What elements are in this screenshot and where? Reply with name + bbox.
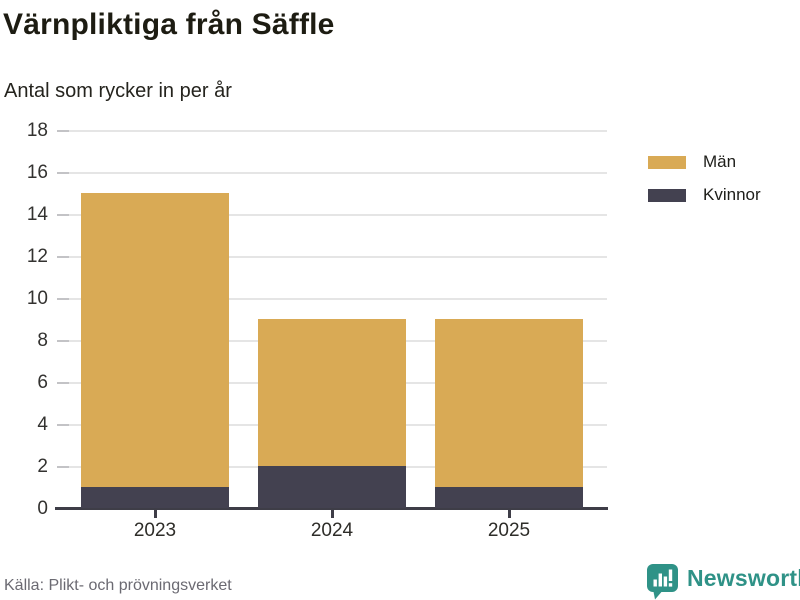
y-tick-18 <box>57 130 69 132</box>
newsworthy-wordmark: Newsworthy <box>687 565 800 591</box>
x-axis-line <box>55 507 608 510</box>
legend: Män Kvinnor <box>648 152 761 218</box>
y-axis-label-16: 16 <box>26 162 48 183</box>
x-axis-label-2023: 2023 <box>133 520 177 541</box>
gridline-y12 <box>57 256 607 258</box>
legend-swatch-kvinnor <box>648 188 686 202</box>
legend-item-kvinnor: Kvinnor <box>648 185 761 205</box>
newsworthy-logo: Newsworthy <box>646 563 800 600</box>
bar-2025-män <box>435 319 583 487</box>
y-axis-label-0: 0 <box>37 498 48 519</box>
x-axis-label-2024: 2024 <box>310 520 354 541</box>
y-axis-label-6: 6 <box>37 372 48 393</box>
y-tick-10 <box>57 298 69 300</box>
x-tick-2023 <box>154 510 157 518</box>
gridline-y14 <box>57 214 607 216</box>
y-tick-2 <box>57 466 69 468</box>
bar-2023-kvinnor <box>81 487 229 508</box>
newsworthy-icon <box>647 564 678 600</box>
legend-label-män: Män <box>703 152 737 171</box>
chart-title: Värnpliktiga från Säffle <box>3 8 335 41</box>
y-tick-14 <box>57 214 69 216</box>
y-tick-8 <box>57 340 69 342</box>
bar-2024-kvinnor <box>258 466 406 508</box>
chart-subtitle: Antal som rycker in per år <box>4 80 232 102</box>
y-tick-12 <box>57 256 69 258</box>
source-caption: Källa: Plikt- och prövningsverket <box>4 577 232 594</box>
y-axis-label-12: 12 <box>26 246 48 267</box>
gridline-y18 <box>57 130 607 132</box>
y-tick-4 <box>57 424 69 426</box>
x-tick-2024 <box>331 510 334 518</box>
bar-2025-kvinnor <box>435 487 583 508</box>
y-axis-label-4: 4 <box>37 414 48 435</box>
y-tick-6 <box>57 382 69 384</box>
y-axis-label-14: 14 <box>26 204 48 225</box>
bar-2024-män <box>258 319 406 466</box>
y-tick-16 <box>57 172 69 174</box>
legend-item-män: Män <box>648 152 761 172</box>
y-axis-label-2: 2 <box>37 456 48 477</box>
x-tick-2025 <box>508 510 511 518</box>
legend-swatch-män <box>648 155 686 169</box>
bar-2023-män <box>81 193 229 487</box>
y-axis-label-8: 8 <box>37 330 48 351</box>
gridline-y16 <box>57 172 607 174</box>
y-axis-label-18: 18 <box>26 120 48 141</box>
x-axis-label-2025: 2025 <box>487 520 531 541</box>
gridline-y10 <box>57 298 607 300</box>
legend-label-kvinnor: Kvinnor <box>703 185 761 204</box>
y-axis-label-10: 10 <box>26 288 48 309</box>
